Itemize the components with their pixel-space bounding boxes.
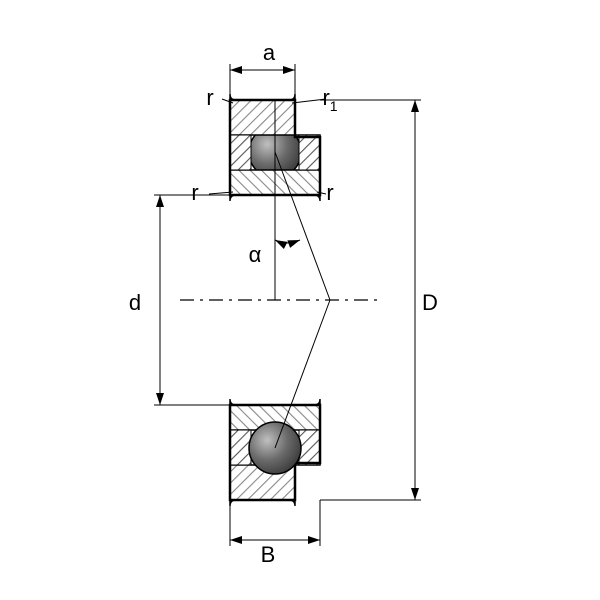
dim-label-r: r: [326, 180, 333, 205]
dim-label-D: D: [422, 290, 438, 315]
dim-label-r: r1: [322, 85, 337, 114]
bearing-cross-section-diagram: a Bd Dα r r1 r r: [0, 0, 600, 600]
dim-label-d: d: [129, 290, 141, 315]
dim-label-a: a: [263, 40, 276, 65]
dim-label-r: r: [191, 180, 198, 205]
dim-label-B: B: [261, 542, 276, 567]
dim-label-α: α: [249, 242, 262, 267]
dim-label-r: r: [206, 85, 213, 110]
